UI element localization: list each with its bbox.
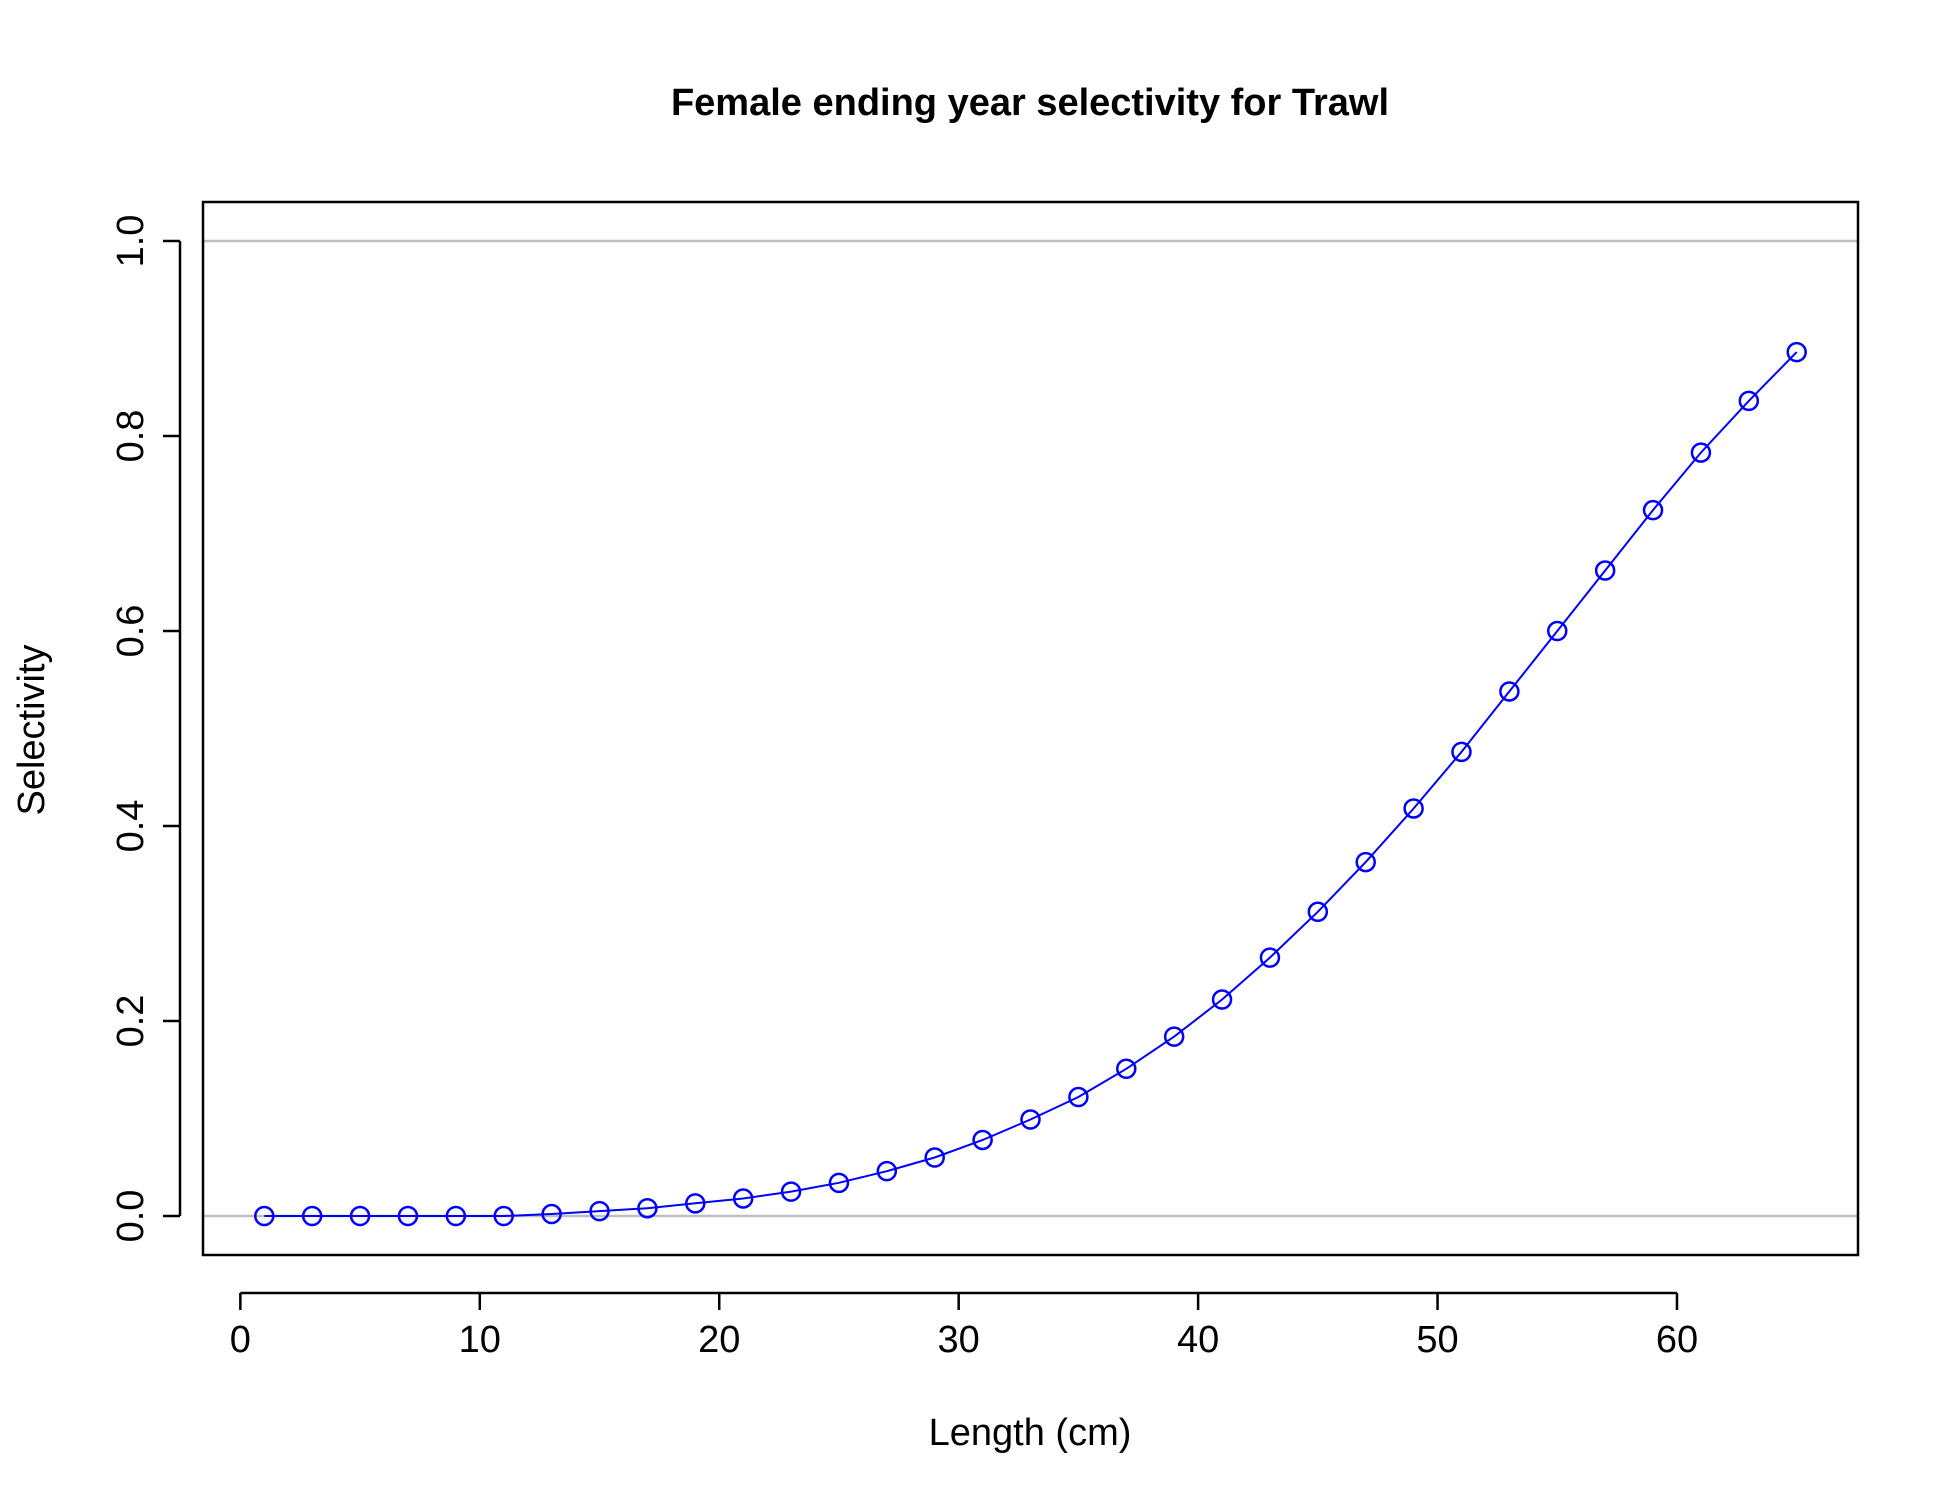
x-tick-label: 0 bbox=[230, 1319, 251, 1361]
data-point bbox=[1499, 681, 1520, 702]
y-axis-label: Selectivity bbox=[11, 644, 53, 815]
y-tick-label: 0.0 bbox=[110, 1190, 152, 1243]
x-axis: 0 10 20 30 40 50 60 bbox=[230, 1291, 1698, 1361]
data-point bbox=[972, 1129, 993, 1151]
y-tick-label: 0.2 bbox=[110, 995, 152, 1048]
data-point bbox=[876, 1160, 898, 1182]
x-tick-label: 40 bbox=[1177, 1319, 1219, 1361]
data-point bbox=[1259, 947, 1281, 968]
data-point bbox=[828, 1172, 850, 1194]
x-tick-label: 20 bbox=[698, 1319, 740, 1361]
data-point bbox=[1642, 499, 1664, 521]
y-tick-label: 0.4 bbox=[110, 800, 152, 853]
data-point bbox=[637, 1197, 658, 1219]
data-point bbox=[924, 1147, 945, 1168]
data-point bbox=[1547, 620, 1568, 642]
data-point bbox=[589, 1200, 610, 1222]
data-point bbox=[349, 1205, 371, 1227]
data-point bbox=[301, 1205, 323, 1227]
data-point bbox=[732, 1188, 754, 1209]
chart-title: Female ending year selectivity for Trawl bbox=[671, 82, 1389, 124]
data-point bbox=[1690, 442, 1712, 463]
data-point bbox=[493, 1205, 514, 1227]
x-tick-label: 50 bbox=[1416, 1319, 1458, 1361]
data-point bbox=[397, 1205, 419, 1227]
data-point bbox=[541, 1203, 562, 1225]
data-point bbox=[254, 1205, 275, 1227]
x-tick-label: 30 bbox=[938, 1319, 980, 1361]
data-point bbox=[1355, 851, 1376, 873]
x-axis-label: Length (cm) bbox=[929, 1412, 1132, 1454]
x-tick-label: 60 bbox=[1656, 1319, 1698, 1361]
y-tick-label: 1.0 bbox=[110, 215, 152, 268]
y-tick-label: 0.6 bbox=[110, 605, 152, 658]
data-point bbox=[1116, 1058, 1137, 1080]
series-line bbox=[264, 351, 1798, 1217]
data-point bbox=[1068, 1086, 1089, 1108]
x-tick-label: 10 bbox=[459, 1319, 501, 1361]
data-series bbox=[254, 341, 1807, 1227]
data-point bbox=[1738, 390, 1760, 412]
data-point bbox=[1163, 1026, 1185, 1047]
data-point bbox=[1403, 798, 1424, 819]
plot-frame bbox=[201, 200, 1860, 1257]
data-point bbox=[1594, 560, 1616, 581]
data-point bbox=[685, 1193, 706, 1214]
data-point bbox=[1211, 989, 1233, 1010]
y-tick-label: 0.8 bbox=[110, 410, 152, 463]
data-point bbox=[445, 1205, 467, 1227]
data-point bbox=[1786, 341, 1807, 363]
y-axis: 0.0 0.2 0.4 0.6 0.8 1.0 bbox=[110, 215, 182, 1243]
reference-lines bbox=[203, 239, 1858, 1218]
data-point bbox=[780, 1181, 802, 1202]
data-point bbox=[1451, 741, 1472, 763]
data-point bbox=[1020, 1109, 1041, 1130]
data-point bbox=[1307, 901, 1329, 923]
